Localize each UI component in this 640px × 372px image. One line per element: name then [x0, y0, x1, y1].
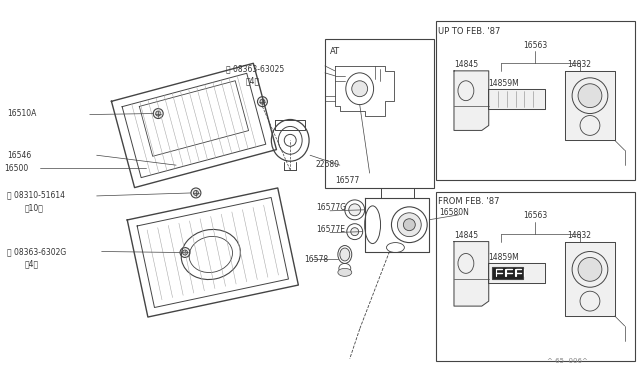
Text: 16577G: 16577G: [316, 203, 346, 212]
Text: 16578: 16578: [304, 255, 328, 264]
Polygon shape: [454, 241, 489, 306]
Text: 14832: 14832: [567, 60, 591, 70]
Polygon shape: [488, 263, 545, 283]
Text: Ⓢ 08363-63025: Ⓢ 08363-63025: [226, 64, 284, 73]
Text: （10）: （10）: [24, 203, 43, 212]
Bar: [492, 267, 524, 279]
Ellipse shape: [340, 248, 350, 261]
Text: 14845: 14845: [454, 231, 478, 240]
Circle shape: [182, 250, 188, 255]
Text: AT: AT: [330, 46, 340, 55]
Bar: [436, 192, 635, 361]
Polygon shape: [488, 89, 545, 109]
Text: （4）: （4）: [24, 259, 38, 268]
Bar: [436, 21, 635, 180]
Circle shape: [349, 204, 361, 216]
Text: （4）: （4）: [246, 76, 260, 85]
Polygon shape: [565, 71, 615, 140]
Circle shape: [191, 188, 201, 198]
Polygon shape: [565, 241, 615, 316]
Circle shape: [180, 247, 190, 257]
Circle shape: [352, 81, 367, 97]
Text: 14859M: 14859M: [488, 253, 518, 262]
Text: 14845: 14845: [454, 60, 478, 70]
Text: 14832: 14832: [567, 231, 591, 240]
Text: 16580N: 16580N: [439, 208, 469, 217]
Text: 16510A: 16510A: [7, 109, 36, 118]
Circle shape: [403, 219, 415, 231]
Text: UP TO FEB. '87: UP TO FEB. '87: [438, 27, 500, 36]
Text: 14859M: 14859M: [488, 79, 518, 88]
Polygon shape: [454, 71, 489, 131]
Text: 16563: 16563: [524, 211, 547, 220]
Circle shape: [260, 99, 265, 104]
Text: 16577: 16577: [335, 176, 359, 185]
Circle shape: [578, 257, 602, 281]
Text: 22680: 22680: [315, 160, 339, 169]
Text: 16577E: 16577E: [316, 225, 345, 234]
Text: 16500: 16500: [4, 164, 29, 173]
Circle shape: [397, 213, 421, 237]
Text: Ⓢ 08310-51614: Ⓢ 08310-51614: [7, 190, 65, 199]
Circle shape: [578, 84, 602, 108]
Bar: [325, 39, 434, 188]
Text: ^ 65  006^: ^ 65 006^: [547, 357, 588, 364]
Circle shape: [351, 228, 358, 235]
Text: 16546: 16546: [7, 151, 31, 160]
Circle shape: [153, 109, 163, 119]
Text: FROM FEB. '87: FROM FEB. '87: [438, 198, 500, 206]
Circle shape: [156, 111, 161, 116]
Text: 16563: 16563: [524, 41, 547, 49]
Ellipse shape: [338, 268, 352, 276]
Circle shape: [257, 97, 268, 107]
Circle shape: [193, 190, 198, 195]
Text: Ⓢ 08363-6302G: Ⓢ 08363-6302G: [7, 247, 67, 256]
